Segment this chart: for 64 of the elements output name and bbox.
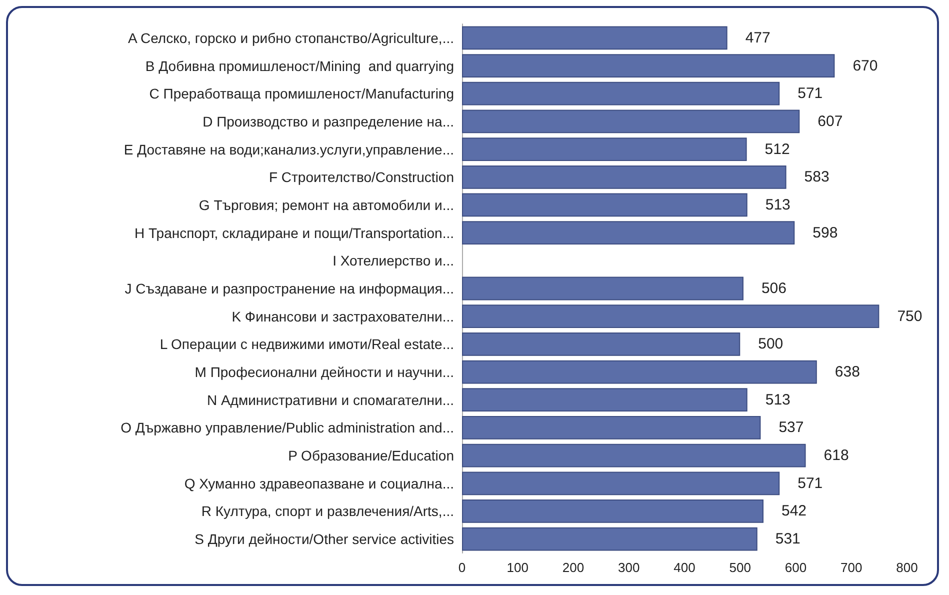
y-tick-label: G Търговия; ремонт на автомобили и... [198, 196, 454, 213]
x-tick-label: 800 [896, 560, 918, 575]
bar [462, 332, 740, 356]
data-label: 500 [758, 336, 784, 353]
bar [462, 388, 748, 412]
x-tick-label: 100 [506, 560, 528, 575]
y-tick-label: N Административни и спомагателни... [206, 392, 454, 408]
data-label: 618 [824, 447, 849, 464]
bar [462, 82, 780, 106]
y-tick-label: Q Хуманно здравеопазване и социална... [184, 475, 454, 492]
data-label: 571 [798, 474, 823, 492]
bar [462, 276, 744, 300]
bar [462, 472, 780, 496]
y-tick-label: K Финансови и застрахователни... [232, 308, 454, 324]
y-tick-label: B Добивна промишленост/Mining and quarrying [145, 58, 454, 74]
x-tick-label: 0 [458, 560, 466, 575]
bar [462, 26, 728, 50]
y-tick-label: C Преработваща промишленост/Manufacturing [149, 86, 454, 102]
data-label: 583 [804, 168, 830, 186]
x-tick-label: 200 [562, 560, 584, 575]
y-tick-label: F Строителство/Construction [268, 169, 454, 186]
bar [462, 110, 800, 134]
data-label: 477 [745, 29, 770, 46]
y-tick-label: P Образование/Education [288, 448, 454, 464]
data-label: 598 [812, 224, 838, 242]
data-label: 571 [798, 85, 823, 102]
x-tick-label: 400 [674, 560, 696, 575]
y-tick-label: E Доставяне на води;канализ.услуги,управление... [124, 141, 454, 158]
bar [462, 500, 764, 523]
data-label: 513 [765, 391, 790, 408]
bar [462, 360, 817, 384]
y-tick-label: I Хотелиерство и... [332, 252, 454, 269]
y-tick-label: L Операции с недвижими имоти/Real estate... [160, 336, 454, 352]
y-tick-label: M Професионални дейности и научни... [194, 364, 454, 380]
bar [462, 527, 758, 551]
data-label: 506 [761, 280, 786, 297]
data-label: 638 [834, 364, 860, 381]
y-tick-label: J Създаване и разпространение на информация... [124, 280, 454, 296]
data-label: 513 [765, 196, 790, 214]
y-tick-label: A Селско, горско и рибно стопанство/Agriculture,... [128, 30, 454, 46]
data-label: 670 [852, 57, 878, 74]
data-label: 512 [764, 140, 790, 158]
y-tick-label: H Транспорт, складиране и пощи/Transportation... [134, 224, 454, 241]
bar [462, 444, 806, 468]
bar [462, 165, 786, 189]
bar [462, 193, 748, 217]
x-tick-label: 300 [618, 560, 640, 575]
data-label: 607 [818, 112, 843, 130]
bar [462, 304, 880, 328]
data-label: 542 [781, 502, 807, 520]
x-tick-label: 700 [840, 560, 862, 575]
bar [462, 416, 761, 440]
y-tick-label: O Държавно управление/Public administration and... [120, 420, 454, 436]
data-label: 537 [778, 419, 804, 436]
x-tick-label: 500 [729, 560, 751, 575]
bar [462, 54, 835, 78]
x-tick-label: 600 [784, 560, 807, 575]
bar [462, 138, 747, 161]
bar [462, 221, 795, 245]
y-tick-label: S Други дейности/Other service activities [194, 531, 454, 548]
y-tick-label: D Производство и разпределение на... [202, 113, 454, 130]
data-label: 531 [775, 530, 800, 548]
y-tick-label: R Култура, спорт и развлечения/Arts,... [201, 503, 454, 520]
data-label: 750 [897, 308, 922, 325]
